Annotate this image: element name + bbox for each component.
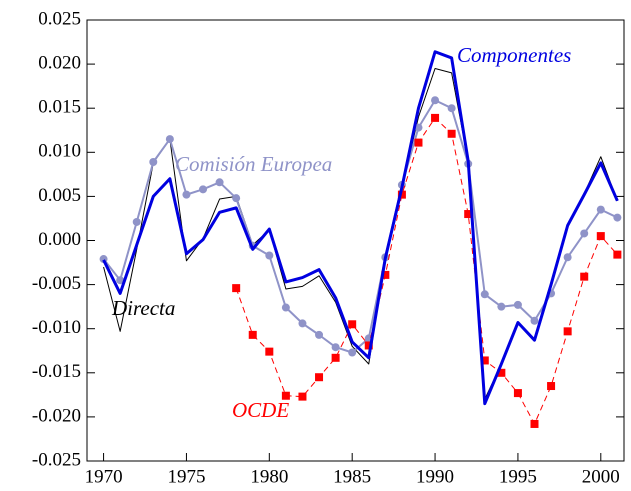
marker [480, 290, 489, 299]
marker [281, 303, 290, 312]
marker [563, 253, 572, 262]
x-tick-label: 1980 [250, 466, 288, 487]
marker [348, 320, 357, 329]
marker [580, 229, 589, 238]
marker [530, 316, 539, 325]
marker [431, 96, 440, 105]
y-tick-label: 0.000 [38, 229, 81, 250]
marker [248, 330, 257, 339]
marker [563, 327, 572, 336]
marker [116, 276, 125, 285]
series-line [102, 50, 619, 406]
marker [215, 178, 224, 187]
marker [497, 368, 506, 377]
series-label: Componentes [457, 43, 571, 67]
series-label: Directa [111, 296, 175, 320]
series-label: OCDE [232, 398, 289, 422]
marker [596, 205, 605, 214]
marker [182, 190, 191, 199]
marker [464, 210, 473, 219]
marker [414, 123, 423, 132]
y-tick-label: -0.025 [32, 449, 81, 470]
marker [199, 185, 208, 194]
marker [547, 382, 556, 391]
marker [331, 343, 340, 352]
y-tick-label: 0.005 [38, 185, 81, 206]
marker [265, 251, 274, 260]
marker [397, 190, 406, 199]
marker [232, 284, 241, 293]
marker [447, 129, 456, 138]
x-tick-label: 1970 [85, 466, 123, 487]
marker [530, 419, 539, 428]
marker [315, 373, 324, 382]
marker [132, 217, 141, 226]
marker [265, 347, 274, 356]
marker [497, 302, 506, 311]
marker [414, 138, 423, 147]
marker [513, 389, 522, 398]
marker [281, 391, 290, 400]
marker [232, 194, 241, 203]
y-tick-label: -0.015 [32, 361, 81, 382]
marker [596, 232, 605, 241]
marker [613, 250, 622, 259]
marker [331, 353, 340, 362]
y-tick-label: 0.025 [38, 8, 81, 29]
marker [381, 270, 390, 279]
marker [613, 213, 622, 222]
marker [580, 272, 589, 281]
marker [431, 113, 440, 122]
y-tick-label: -0.020 [32, 405, 81, 426]
y-tick-label: 0.020 [38, 52, 81, 73]
marker [513, 300, 522, 309]
marker [447, 104, 456, 113]
x-tick-label: 1985 [333, 466, 371, 487]
marker [149, 158, 158, 167]
marker [348, 348, 357, 357]
y-tick-label: -0.010 [32, 317, 81, 338]
y-tick-label: -0.005 [32, 273, 81, 294]
y-tick-label: 0.010 [38, 141, 81, 162]
marker [298, 319, 307, 328]
x-tick-label: 2000 [582, 466, 620, 487]
marker [315, 330, 324, 339]
marker [480, 356, 489, 365]
marker [298, 392, 307, 401]
x-tick-label: 1975 [167, 466, 205, 487]
x-tick-label: 1995 [499, 466, 537, 487]
x-tick-label: 1990 [416, 466, 454, 487]
y-tick-label: 0.015 [38, 97, 81, 118]
plot-frame [86, 19, 625, 462]
marker [364, 341, 373, 350]
marker [165, 135, 174, 144]
series-label: Comisión Europea [175, 152, 332, 176]
